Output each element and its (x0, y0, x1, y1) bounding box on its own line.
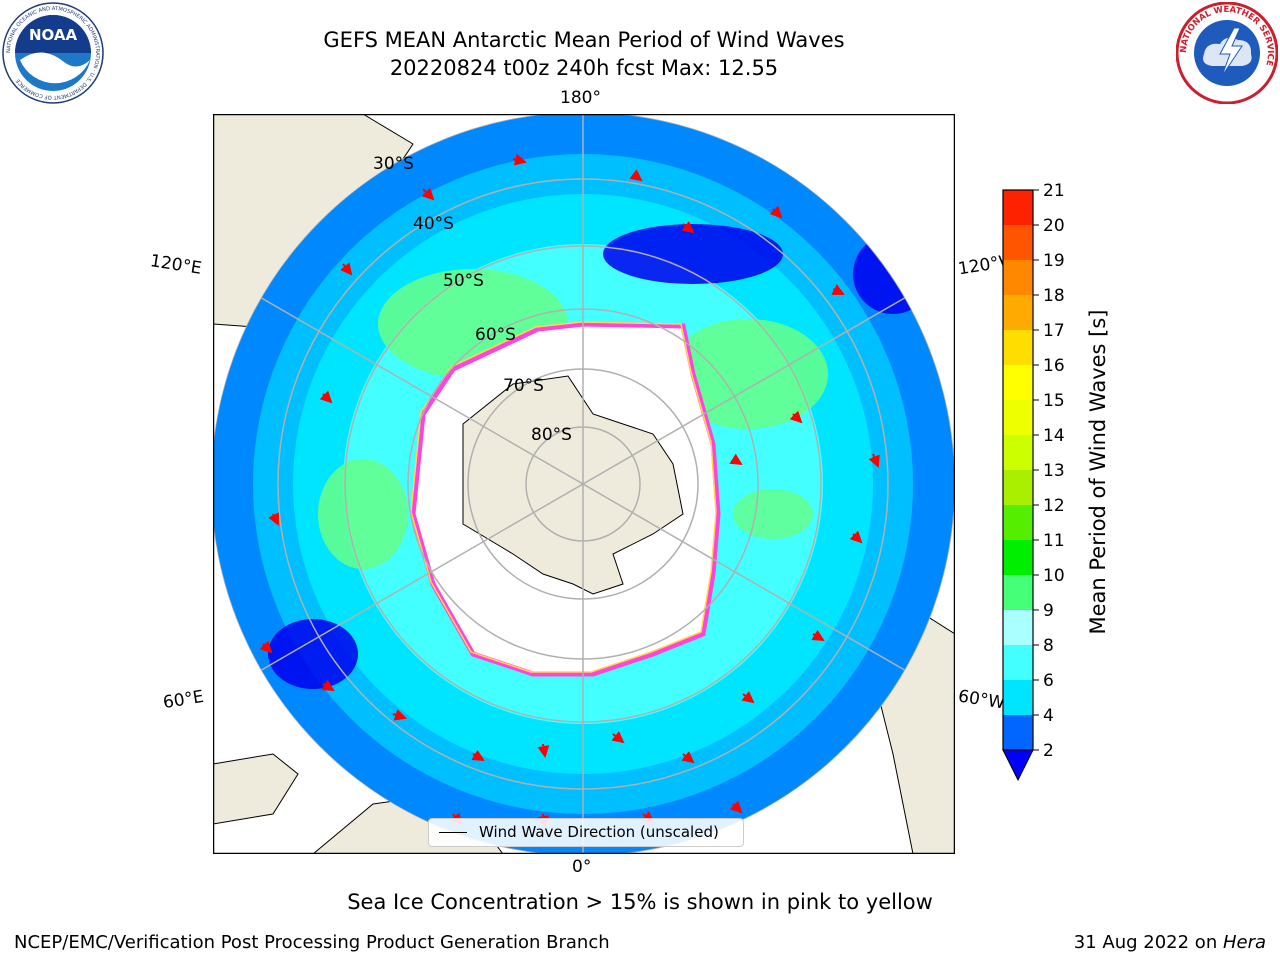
colorbar-tick-label: 13 (1043, 461, 1065, 481)
colorbar-label: Mean Period of Wind Waves [s] (1086, 309, 1110, 635)
colorbar-tick-label: 12 (1043, 496, 1065, 516)
colorbar-tick-label: 8 (1043, 636, 1054, 656)
lon-label-0: 0° (572, 857, 592, 877)
colorbar-tick-label: 6 (1043, 671, 1054, 691)
colorbar-swatch (1003, 505, 1033, 540)
lat-label-50s: 50°S (443, 271, 484, 291)
lon-label-60e: 60°E (161, 686, 206, 714)
colorbar-swatch (1003, 225, 1033, 260)
colorbar-swatches (1003, 190, 1033, 750)
footer-left: NCEP/EMC/Verification Post Processing Pr… (14, 932, 610, 953)
colorbar-swatch (1003, 540, 1033, 575)
chart-subtitle: 20220824 t00z 240h fcst Max: 12.55 (389, 56, 779, 80)
lat-label-30s: 30°S (373, 154, 414, 174)
colorbar: 2 4 6 8 9 10 11 12 13 14 15 16 17 18 19 20 21 (1002, 181, 1065, 782)
colorbar-tick-label: 20 (1043, 216, 1065, 236)
footer-host: Hera (1222, 932, 1266, 953)
colorbar-swatch (1003, 435, 1033, 470)
colorbar-extend-arrow (1002, 749, 1034, 782)
colorbar-tick-label: 15 (1043, 391, 1065, 411)
graticule (213, 114, 955, 854)
colorbar-swatch (1003, 365, 1033, 400)
colorbar-tick-label: 17 (1043, 321, 1065, 341)
colorbar-ticks: 2 4 6 8 9 10 11 12 13 14 15 16 17 18 19 20 21 (1033, 181, 1065, 761)
colorbar-swatch (1003, 260, 1033, 295)
lat-label-40s: 40°S (413, 214, 454, 234)
colorbar-tick-label: 19 (1043, 251, 1065, 271)
colorbar-tick-label: 11 (1043, 531, 1065, 551)
footer-date: 31 Aug 2022 on (1073, 932, 1223, 953)
lat-label-80s: 80°S (531, 425, 572, 445)
colorbar-swatch (1003, 190, 1033, 225)
lon-label-180: 180° (560, 88, 601, 108)
colorbar-tick-label: 16 (1043, 356, 1065, 376)
sea-ice-note: Sea Ice Concentration > 15% is shown in … (347, 890, 933, 914)
colorbar-tick-label: 18 (1043, 286, 1065, 306)
colorbar-swatch (1003, 400, 1033, 435)
antarctica (462, 375, 684, 595)
chart-title: GEFS MEAN Antarctic Mean Period of Wind … (323, 28, 845, 52)
colorbar-tick-label: 9 (1043, 601, 1054, 621)
colorbar-swatch (1003, 295, 1033, 330)
lon-label-120e: 120°E (148, 251, 203, 279)
colorbar-swatch (1003, 715, 1033, 750)
polar-map: 30°S 40°S 50°S 60°S 70°S 80°S (213, 114, 955, 854)
noaa-logo-text: NOAA (29, 26, 78, 44)
colorbar-swatch (1003, 680, 1033, 715)
colorbar-swatch (1003, 645, 1033, 680)
colorbar-swatch (1003, 470, 1033, 505)
lat-label-60s: 60°S (475, 325, 516, 345)
colorbar-tick-label: 14 (1043, 426, 1065, 446)
map-frame (213, 114, 955, 854)
noaa-logo: NOAA NATIONAL OCEANIC AND ATMOSPHERIC AD… (2, 2, 104, 104)
colorbar-tick-label: 21 (1043, 181, 1065, 201)
colorbar-swatch (1003, 610, 1033, 645)
colorbar-tick-label: 4 (1043, 706, 1054, 726)
legend-label: Wind Wave Direction (unscaled) (479, 823, 719, 841)
colorbar-swatch (1003, 575, 1033, 610)
lat-label-70s: 70°S (503, 376, 544, 396)
map-legend: Wind Wave Direction (unscaled) (428, 818, 744, 847)
legend-line (439, 832, 467, 833)
colorbar-swatch (1003, 330, 1033, 365)
footer-right: 31 Aug 2022 on Hera (1074, 932, 1266, 953)
colorbar-tick-label: 10 (1043, 566, 1065, 586)
nws-logo: NATIONAL WEATHER SERVICE (1176, 2, 1278, 104)
colorbar-tick-label: 2 (1043, 741, 1054, 761)
